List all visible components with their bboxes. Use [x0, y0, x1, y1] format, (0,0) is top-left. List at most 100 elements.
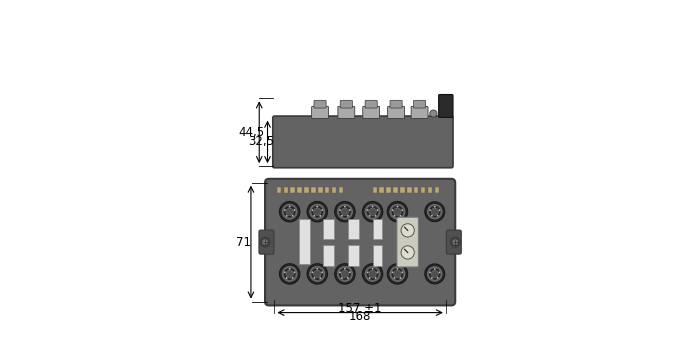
Circle shape — [439, 209, 440, 211]
Bar — [323, 245, 334, 266]
Circle shape — [316, 268, 319, 270]
Circle shape — [292, 277, 293, 279]
Circle shape — [389, 265, 406, 283]
Circle shape — [347, 215, 349, 217]
Circle shape — [372, 268, 374, 270]
Bar — [348, 219, 359, 239]
Bar — [372, 187, 377, 193]
Circle shape — [284, 271, 286, 273]
Circle shape — [309, 265, 326, 283]
Bar — [428, 187, 433, 193]
Bar — [348, 245, 359, 266]
Circle shape — [364, 203, 381, 220]
Circle shape — [431, 215, 433, 216]
Circle shape — [401, 271, 403, 273]
Circle shape — [426, 204, 443, 220]
Circle shape — [341, 277, 343, 279]
Circle shape — [401, 224, 414, 237]
Bar — [339, 187, 343, 193]
Bar — [318, 187, 323, 193]
Circle shape — [387, 264, 407, 284]
Circle shape — [392, 271, 393, 273]
Circle shape — [307, 264, 328, 284]
Circle shape — [349, 209, 351, 211]
FancyBboxPatch shape — [447, 230, 461, 254]
Circle shape — [439, 271, 440, 273]
Circle shape — [312, 271, 314, 273]
Text: 157 ±1: 157 ±1 — [338, 302, 382, 315]
Circle shape — [401, 246, 414, 259]
FancyBboxPatch shape — [397, 217, 419, 267]
Circle shape — [391, 267, 404, 280]
Circle shape — [286, 277, 288, 279]
Circle shape — [400, 277, 401, 279]
FancyBboxPatch shape — [414, 100, 426, 108]
FancyBboxPatch shape — [338, 106, 355, 118]
Bar — [304, 187, 309, 193]
Circle shape — [437, 215, 439, 216]
Circle shape — [452, 239, 458, 245]
Circle shape — [337, 203, 354, 220]
Circle shape — [428, 206, 441, 218]
Circle shape — [396, 268, 398, 270]
Circle shape — [428, 268, 441, 280]
Circle shape — [339, 209, 341, 211]
Circle shape — [364, 265, 381, 283]
FancyBboxPatch shape — [365, 100, 377, 108]
Circle shape — [279, 201, 300, 222]
Circle shape — [284, 205, 296, 218]
Circle shape — [392, 209, 393, 211]
Circle shape — [286, 215, 288, 217]
Circle shape — [288, 206, 290, 208]
Circle shape — [367, 271, 369, 273]
Circle shape — [391, 205, 404, 218]
FancyBboxPatch shape — [390, 100, 402, 108]
Circle shape — [311, 205, 323, 218]
Circle shape — [366, 267, 379, 280]
Circle shape — [369, 277, 370, 279]
Circle shape — [339, 205, 351, 218]
Bar — [284, 187, 288, 193]
FancyBboxPatch shape — [273, 116, 453, 168]
Bar — [299, 219, 310, 264]
Circle shape — [394, 208, 401, 215]
Circle shape — [431, 270, 438, 278]
Circle shape — [374, 277, 377, 279]
FancyBboxPatch shape — [411, 106, 428, 118]
Circle shape — [369, 208, 377, 215]
Circle shape — [429, 271, 431, 273]
Bar — [325, 187, 330, 193]
Circle shape — [431, 208, 438, 215]
Circle shape — [400, 215, 401, 217]
Bar — [332, 187, 337, 193]
Circle shape — [393, 215, 395, 217]
Circle shape — [394, 270, 401, 278]
Circle shape — [401, 209, 403, 211]
Circle shape — [339, 267, 351, 280]
Circle shape — [374, 215, 377, 217]
Circle shape — [377, 271, 379, 273]
Text: 71: 71 — [236, 236, 251, 249]
Circle shape — [349, 271, 351, 273]
Circle shape — [286, 208, 293, 215]
Text: 44,5: 44,5 — [239, 126, 265, 139]
Bar — [407, 187, 412, 193]
Circle shape — [437, 277, 439, 279]
Circle shape — [309, 203, 326, 220]
Circle shape — [426, 266, 443, 282]
Circle shape — [314, 270, 321, 278]
Bar — [372, 219, 382, 239]
Circle shape — [341, 270, 349, 278]
Circle shape — [389, 203, 406, 220]
Circle shape — [396, 206, 398, 208]
Circle shape — [367, 209, 369, 211]
FancyBboxPatch shape — [312, 106, 328, 118]
Bar — [298, 187, 302, 193]
Bar — [372, 245, 382, 266]
Circle shape — [279, 264, 300, 284]
Circle shape — [366, 205, 379, 218]
Text: 168: 168 — [349, 310, 371, 323]
Circle shape — [314, 215, 315, 217]
Circle shape — [307, 201, 328, 222]
Circle shape — [344, 206, 346, 208]
